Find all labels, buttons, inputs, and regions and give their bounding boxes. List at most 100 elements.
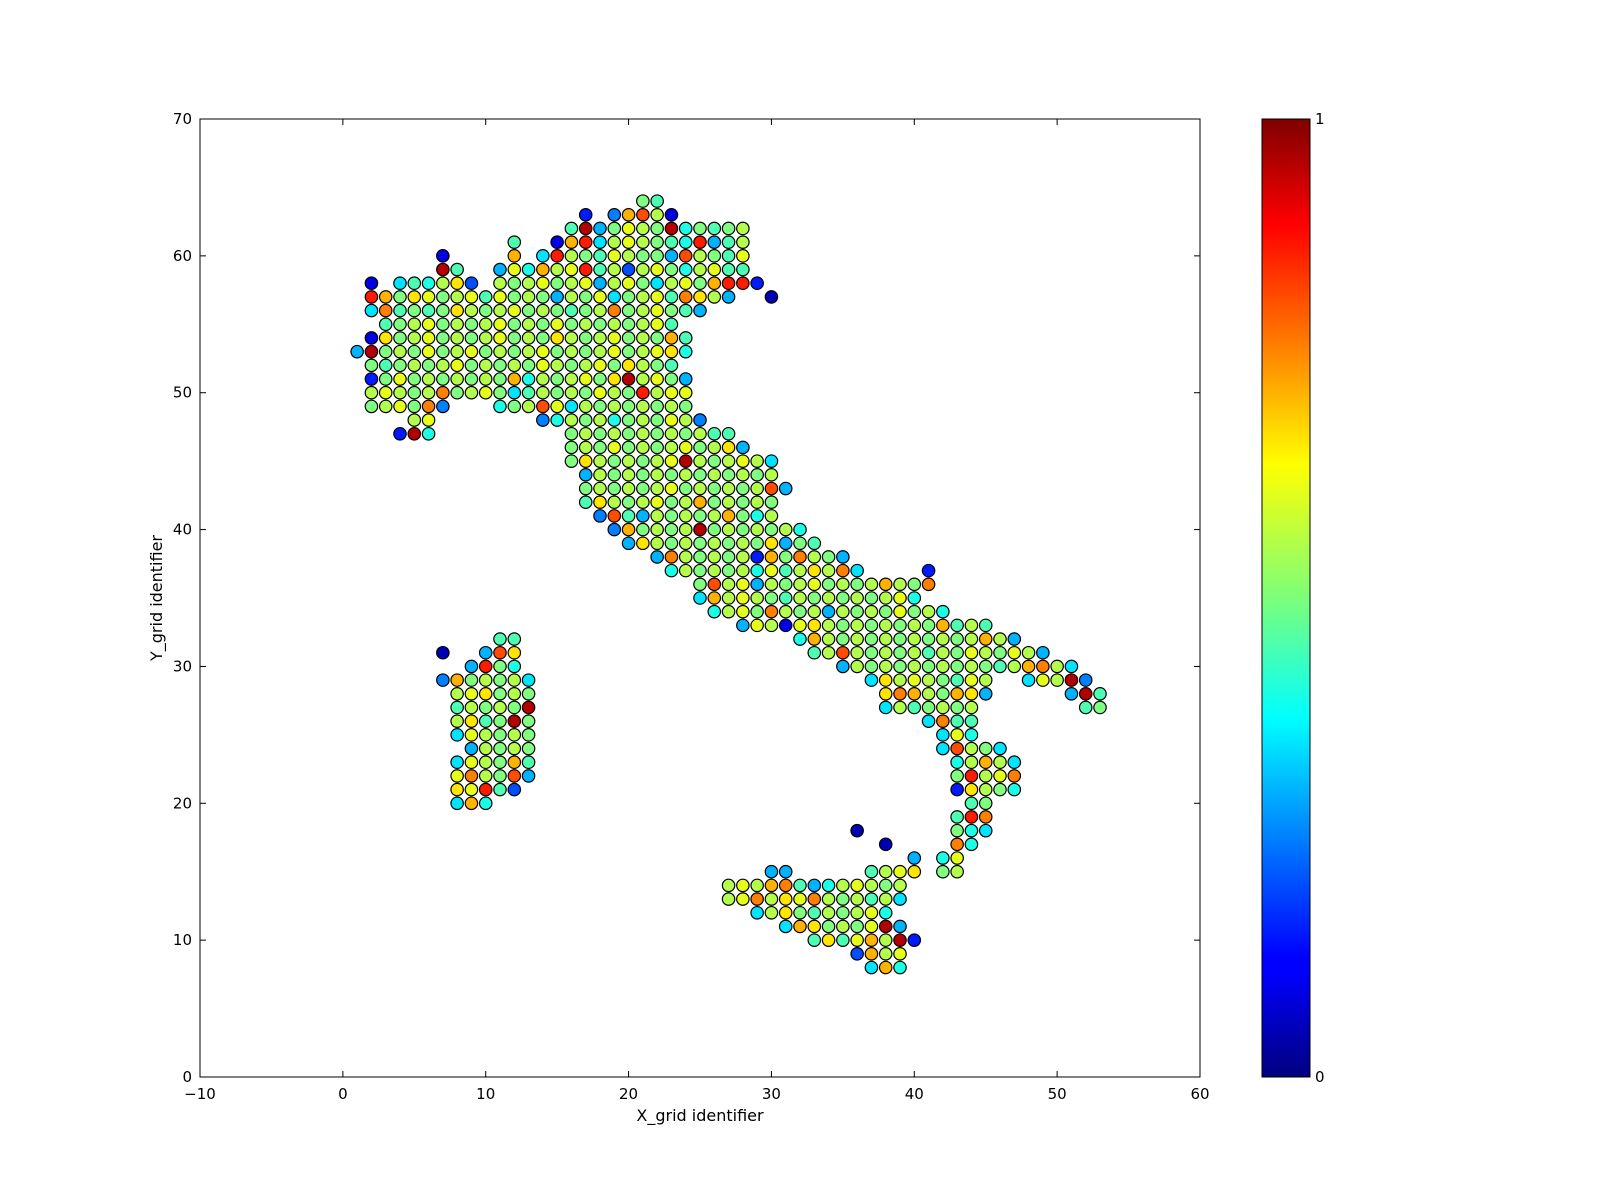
data-point xyxy=(636,290,650,304)
data-point xyxy=(964,645,979,660)
data-point xyxy=(450,769,464,783)
data-point xyxy=(707,249,722,263)
data-point xyxy=(707,262,722,277)
data-point xyxy=(621,440,636,455)
data-point xyxy=(764,591,779,605)
data-point xyxy=(664,221,679,236)
data-point xyxy=(593,249,607,263)
data-point xyxy=(750,536,764,551)
data-point xyxy=(836,878,850,893)
data-point xyxy=(664,385,679,400)
data-point xyxy=(364,276,379,291)
data-point xyxy=(664,440,679,455)
data-point xyxy=(721,454,736,468)
data-point xyxy=(964,837,979,852)
data-point xyxy=(907,632,922,646)
data-point xyxy=(821,645,836,660)
data-point xyxy=(964,755,979,770)
data-point xyxy=(421,317,436,332)
data-point xyxy=(421,399,436,414)
data-point xyxy=(436,385,450,400)
data-point xyxy=(378,358,393,373)
data-point xyxy=(607,372,622,386)
data-point xyxy=(650,385,664,400)
data-point xyxy=(578,426,593,441)
data-point xyxy=(450,372,464,386)
data-point xyxy=(936,604,950,619)
data-point xyxy=(650,536,664,551)
data-point xyxy=(978,673,993,687)
data-point xyxy=(907,686,922,701)
data-point xyxy=(921,673,936,687)
data-point xyxy=(978,659,993,674)
data-point xyxy=(878,837,893,852)
data-point xyxy=(736,481,750,496)
data-point xyxy=(607,440,622,455)
data-point xyxy=(707,577,722,592)
data-point xyxy=(707,454,722,468)
data-point xyxy=(464,331,479,345)
data-point xyxy=(678,276,693,291)
data-point xyxy=(507,659,522,674)
data-point xyxy=(693,454,707,468)
data-point xyxy=(621,262,636,277)
data-point xyxy=(593,440,607,455)
data-point xyxy=(521,262,536,277)
data-point xyxy=(507,399,522,414)
y-tick-label: 60 xyxy=(173,247,192,265)
data-point xyxy=(407,303,422,318)
data-point xyxy=(764,550,779,564)
data-point xyxy=(493,741,507,756)
data-point xyxy=(636,426,650,441)
data-point xyxy=(964,659,979,674)
data-point xyxy=(893,577,907,592)
data-point xyxy=(493,659,507,674)
data-point xyxy=(878,700,893,715)
data-point xyxy=(907,933,922,947)
data-point xyxy=(664,495,679,509)
data-point xyxy=(864,864,879,879)
data-point xyxy=(807,577,822,592)
data-point xyxy=(793,577,807,592)
data-point xyxy=(893,591,907,605)
data-point xyxy=(650,262,664,277)
data-point xyxy=(878,686,893,701)
data-point xyxy=(764,618,779,633)
colorbar xyxy=(1261,118,1311,1078)
data-point xyxy=(450,385,464,400)
data-point xyxy=(921,700,936,715)
data-point xyxy=(936,728,950,742)
data-point xyxy=(421,303,436,318)
data-point xyxy=(964,823,979,838)
data-point xyxy=(950,700,964,715)
data-point xyxy=(507,673,522,687)
data-point xyxy=(721,577,736,592)
data-point xyxy=(678,563,693,578)
x-axis-label: X_grid identifier xyxy=(636,1106,764,1126)
data-point xyxy=(978,810,993,824)
y-tick-label: 40 xyxy=(173,521,192,539)
data-point xyxy=(636,413,650,427)
data-point xyxy=(836,550,850,564)
data-point xyxy=(536,399,550,414)
data-point xyxy=(350,344,364,359)
colorbar-ticks xyxy=(1262,118,1310,1078)
data-point xyxy=(693,276,707,291)
data-point xyxy=(493,686,507,701)
data-point xyxy=(593,331,607,345)
data-point xyxy=(421,344,436,359)
data-point xyxy=(993,769,1007,783)
data-point xyxy=(493,632,507,646)
data-point xyxy=(664,344,679,359)
data-point xyxy=(621,208,636,222)
data-point xyxy=(521,673,536,687)
data-point xyxy=(707,495,722,509)
data-point xyxy=(664,249,679,263)
data-point xyxy=(1021,673,1036,687)
data-point xyxy=(607,522,622,537)
data-point xyxy=(921,604,936,619)
data-point xyxy=(821,563,836,578)
data-point xyxy=(650,194,664,208)
data-point xyxy=(864,577,879,592)
data-point xyxy=(521,358,536,373)
